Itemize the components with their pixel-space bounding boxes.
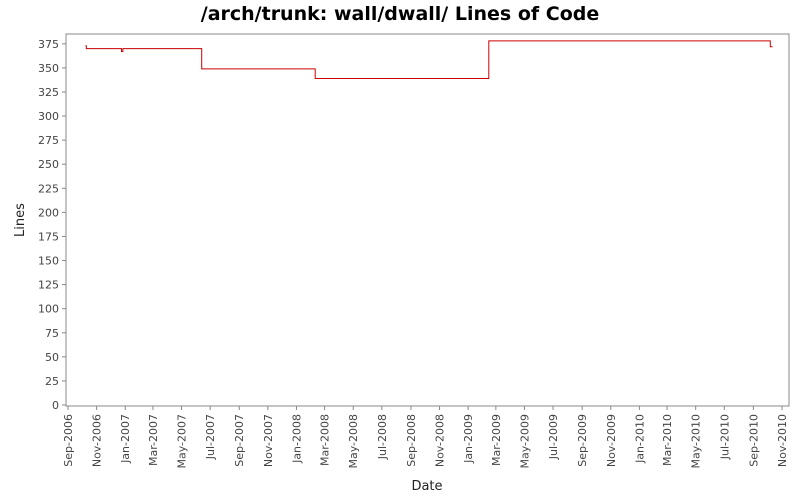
x-tick-label: Sep-2007 <box>233 414 246 467</box>
series-layer <box>85 40 773 79</box>
y-tick-label: 25 <box>45 375 59 388</box>
x-tick-label: Jul-2008 <box>376 414 389 460</box>
x-axis-label: Date <box>411 479 442 494</box>
x-tick-label: Jul-2009 <box>547 414 560 460</box>
x-tick-label: Jan-2008 <box>290 414 303 464</box>
chart-title: /arch/trunk: wall/dwall/ Lines of Code <box>200 3 600 25</box>
x-tick-label: Nov-2006 <box>91 414 104 467</box>
y-tick-label: 350 <box>38 62 59 75</box>
x-tick-label: May-2009 <box>518 414 531 469</box>
y-tick-label: 100 <box>38 303 59 316</box>
x-tick-label: May-2007 <box>176 414 189 469</box>
x-tick-label: Nov-2008 <box>434 414 447 467</box>
x-tick-label: Nov-2007 <box>262 414 275 467</box>
plot-area <box>65 33 790 407</box>
y-tick-label: 325 <box>38 86 59 99</box>
y-tick-label: 225 <box>38 182 59 195</box>
x-tick-label: Mar-2008 <box>319 414 332 466</box>
x-tick-label: May-2008 <box>347 414 360 469</box>
x-tick-label: Nov-2009 <box>605 414 618 467</box>
y-tick-label: 275 <box>38 134 59 147</box>
x-tick-label: May-2010 <box>690 414 703 469</box>
y-tick-label: 50 <box>45 351 59 364</box>
x-tick-label: Mar-2009 <box>490 414 503 466</box>
y-axis-ticks: 0 25 50 75 100 125 150 175 200 225 250 275 300 325 350… <box>38 38 66 412</box>
y-tick-label: 150 <box>38 255 59 268</box>
x-axis-ticks: Sep-2006 Nov-2006 Jan-2007 Mar-2007 May-2007… <box>62 406 789 469</box>
y-tick-label: 0 <box>52 399 59 412</box>
y-tick-label: 200 <box>38 206 59 219</box>
x-tick-label: Sep-2010 <box>747 414 760 467</box>
x-tick-label: Nov-2010 <box>776 414 789 467</box>
y-tick-label: 75 <box>45 327 59 340</box>
y-tick-label: 125 <box>38 279 59 292</box>
y-tick-label: 300 <box>38 110 59 123</box>
x-tick-label: Jan-2007 <box>119 414 132 464</box>
x-tick-label: Jan-2009 <box>462 414 475 464</box>
x-tick-label: Jul-2007 <box>204 414 217 460</box>
x-tick-label: Mar-2010 <box>661 414 674 466</box>
x-tick-label: Jan-2010 <box>633 414 646 464</box>
x-tick-label: Sep-2008 <box>405 414 418 467</box>
x-tick-label: Mar-2007 <box>147 414 160 466</box>
x-tick-label: Sep-2009 <box>576 414 589 467</box>
y-tick-label: 175 <box>38 230 59 243</box>
y-axis-label: Lines <box>13 203 28 237</box>
x-tick-label: Jul-2010 <box>718 414 731 460</box>
series-line <box>85 40 773 79</box>
y-tick-label: 250 <box>38 158 59 171</box>
y-tick-label: 375 <box>38 38 59 51</box>
x-tick-label: Sep-2006 <box>62 414 75 467</box>
